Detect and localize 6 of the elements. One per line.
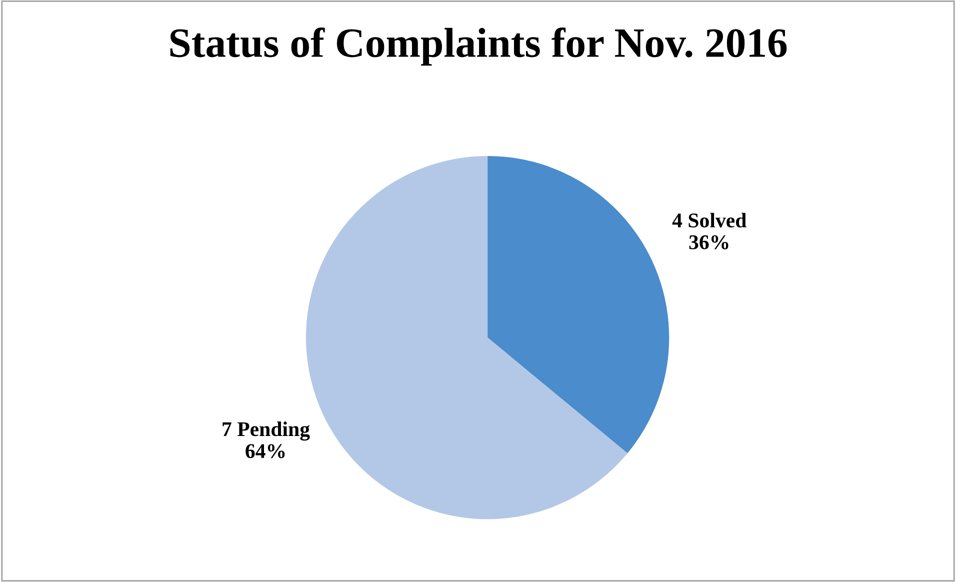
slice-label: 7 Pending xyxy=(222,422,310,441)
chart-title: Status of Complaints for Nov. 2016 xyxy=(170,27,787,66)
data-label: 64% xyxy=(246,444,285,458)
slice-label: 4 Solved xyxy=(672,212,746,228)
data-label: 36% xyxy=(689,235,728,250)
pie-slice xyxy=(488,156,670,454)
